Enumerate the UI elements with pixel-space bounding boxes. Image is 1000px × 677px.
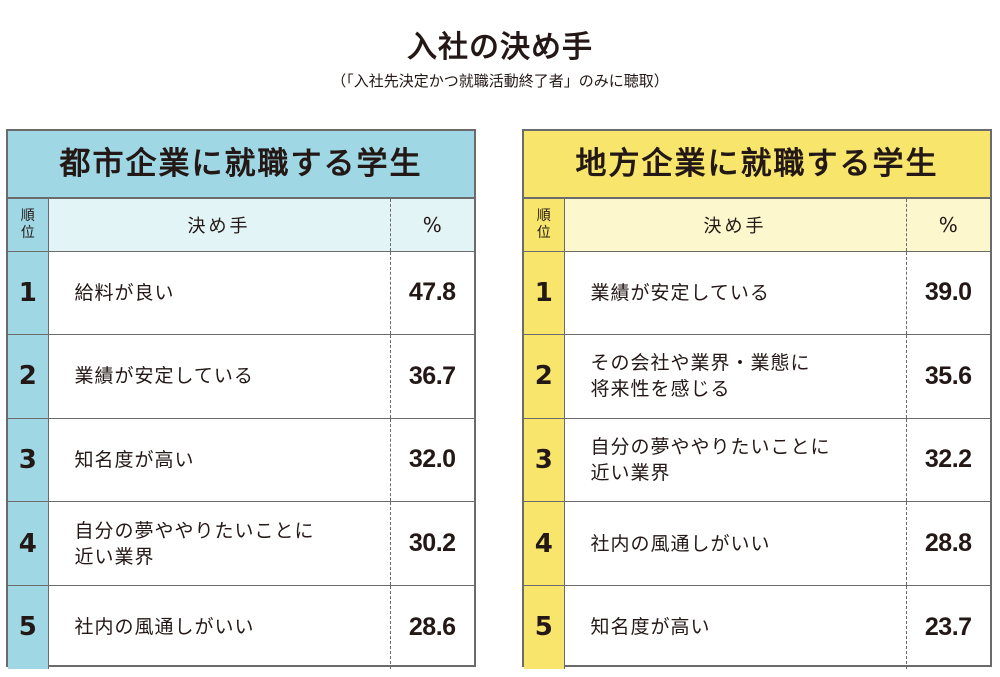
reason-cell: 自分の夢ややりたいことに 近い業界 <box>48 501 391 586</box>
ranking-table: 順位 決め手 % 1 給料が良い 47.8 2 業績が安定している 36.7 3… <box>8 199 474 669</box>
table-row: 2 その会社や業界・業態に 将来性を感じる 35.6 <box>524 334 990 419</box>
rank-cell: 4 <box>524 501 565 586</box>
percent-header: % <box>906 199 990 252</box>
table-row: 3 知名度が高い 32.0 <box>8 417 474 502</box>
reason-cell: その会社や業界・業態に 将来性を感じる <box>564 334 907 419</box>
rank-header-text: 順位 <box>536 207 551 241</box>
regional-companies-panel: 地方企業に就職する学生 順位 決め手 % 1 業績が安定している 39.0 2 … <box>522 129 992 669</box>
table-row: 1 給料が良い 47.8 <box>8 251 474 335</box>
urban-companies-panel: 都市企業に就職する学生 順位 決め手 % 1 給料が良い 47.8 2 業績が安… <box>6 129 476 669</box>
percent-cell: 32.0 <box>390 417 474 502</box>
percent-cell: 35.6 <box>906 334 990 419</box>
table-row: 3 自分の夢ややりたいことに 近い業界 32.2 <box>524 417 990 502</box>
table-row: 4 自分の夢ややりたいことに 近い業界 30.2 <box>8 501 474 586</box>
page-subtitle: （「入社先決定かつ就職活動終了者」のみに聴取） <box>331 72 669 90</box>
table-row: 4 社内の風通しがいい 28.8 <box>524 501 990 586</box>
table-row: 5 知名度が高い 23.7 <box>524 584 990 669</box>
rank-cell: 5 <box>8 584 49 669</box>
percent-cell: 30.2 <box>390 501 474 586</box>
page-title: 入社の決め手 <box>407 30 593 65</box>
rank-cell: 3 <box>524 417 565 502</box>
percent-cell: 32.2 <box>906 417 990 502</box>
table-row: 2 業績が安定している 36.7 <box>8 334 474 419</box>
reason-header: 決め手 <box>48 199 391 252</box>
reason-cell: 知名度が高い <box>48 417 391 502</box>
rank-cell: 2 <box>524 334 565 419</box>
rank-header-text: 順位 <box>20 207 35 241</box>
percent-cell: 39.0 <box>924 278 972 307</box>
percent-cell: 36.7 <box>390 334 474 419</box>
ranking-table: 順位 決め手 % 1 業績が安定している 39.0 2 その会社や業界・業態に将… <box>524 199 990 669</box>
rank-cell: 2 <box>8 334 49 419</box>
panel-title: 地方企業に就職する学生 <box>524 131 990 199</box>
table-header-row: 順位 決め手 % <box>524 199 990 252</box>
reason-cell: 社内の風通しがいい <box>48 584 391 669</box>
reason-cell: 業績が安定している <box>48 334 391 419</box>
reason-header: 決め手 <box>564 199 907 252</box>
reason-cell: 社内の風通しがいい <box>564 501 907 586</box>
reason-cell: 業績が安定している <box>564 251 907 335</box>
table-header-row: 順位 決め手 % <box>8 199 474 252</box>
rank-header: 順位 <box>524 199 565 252</box>
rank-header: 順位 <box>8 199 49 252</box>
reason-cell: 自分の夢ややりたいことに 近い業界 <box>564 417 907 502</box>
panel-title: 都市企業に就職する学生 <box>8 131 474 199</box>
percent-cell: 28.6 <box>390 584 474 669</box>
reason-cell: 知名度が高い <box>564 584 907 669</box>
percent-cell: 28.8 <box>906 501 990 586</box>
rank-cell: 3 <box>8 417 49 502</box>
reason-cell: 給料が良い <box>48 251 391 335</box>
rank-cell: 4 <box>8 501 49 586</box>
percent-header: % <box>390 199 474 252</box>
rank-cell: 5 <box>524 584 565 669</box>
percent-cell: 47.8 <box>408 278 456 307</box>
percent-cell: 23.7 <box>906 584 990 669</box>
table-row: 5 社内の風通しがいい 28.6 <box>8 584 474 669</box>
rank-cell: 1 <box>524 251 565 335</box>
table-row: 1 業績が安定している 39.0 <box>524 251 990 335</box>
rank-cell: 1 <box>8 251 49 335</box>
